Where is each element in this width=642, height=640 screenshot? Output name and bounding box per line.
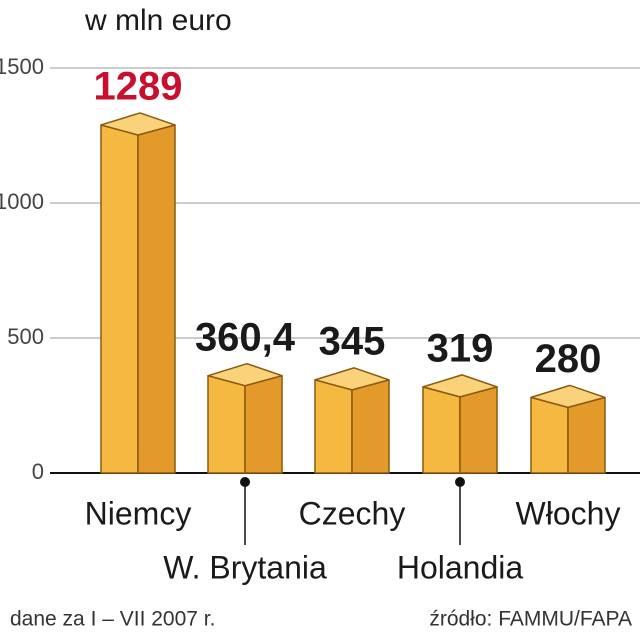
y-tick-label: 500 [7, 324, 44, 349]
bar-left-face [100, 124, 139, 474]
source: źródło: FAMMU/FAPA [429, 608, 632, 631]
chart-title: w mln euro [84, 4, 232, 37]
bar-top-face [422, 374, 498, 398]
bar [422, 374, 498, 474]
bar-left-face [530, 396, 569, 474]
value-label: 1289 [94, 65, 183, 109]
bar [314, 367, 390, 474]
x-tick-label: Niemcy [85, 495, 192, 531]
bar-right-face [459, 386, 498, 474]
bar-right-face [351, 379, 390, 474]
bar-top-face [530, 384, 606, 409]
bar-right-face [137, 124, 176, 474]
bar-left-face [207, 374, 246, 474]
connector-dot [455, 477, 465, 487]
bar-right-face [567, 396, 606, 474]
bar [207, 362, 283, 474]
bar [530, 384, 606, 474]
bar-top-face [314, 367, 390, 391]
bar-top-face [207, 362, 283, 387]
value-label: 360,4 [195, 315, 296, 359]
value-label: 280 [535, 337, 602, 381]
x-tick-label: Włochy [516, 495, 621, 531]
bar-left-face [314, 379, 353, 474]
bar-left-face [422, 386, 461, 474]
connector-dot [240, 477, 250, 487]
x-tick-label: Czechy [299, 495, 406, 531]
note: dane za I – VII 2007 r. [10, 608, 215, 631]
x-tick-label: W. Brytania [163, 549, 327, 585]
y-tick-label: 1500 [0, 54, 44, 79]
value-label: 345 [319, 319, 386, 363]
y-tick-label: 0 [32, 459, 44, 484]
bar-right-face [244, 374, 283, 474]
x-tick-label: Holandia [397, 549, 524, 585]
value-label: 319 [427, 326, 494, 370]
bar [100, 112, 176, 474]
y-tick-label: 1000 [0, 189, 44, 214]
bar-top-face [100, 112, 176, 136]
